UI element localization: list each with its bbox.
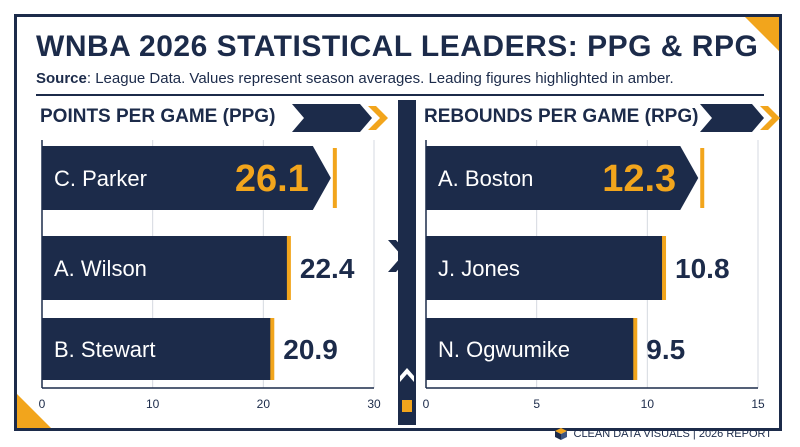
ppg-category-label: A. Wilson xyxy=(54,256,147,281)
rpg-category-label: J. Jones xyxy=(438,256,520,281)
rpg-bar-accent xyxy=(633,318,638,380)
page-subtitle: Source: League Data. Values represent se… xyxy=(36,70,674,87)
ppg-bar-accent xyxy=(286,236,291,300)
rpg-tick-label: 15 xyxy=(751,397,765,411)
rpg-bar-accent xyxy=(662,236,667,300)
ppg-category-label: B. Stewart xyxy=(54,337,155,362)
ppg-tick-label: 20 xyxy=(257,397,271,411)
ppg-tick-label: 0 xyxy=(39,397,46,411)
ppg-bar-accent xyxy=(332,148,337,208)
rpg-category-label: A. Boston xyxy=(438,166,533,191)
ppg-header-chevrons-icon xyxy=(292,104,388,132)
ppg-value-label: 22.4 xyxy=(300,253,355,284)
ppg-bar xyxy=(42,236,290,300)
source-label: Source xyxy=(36,70,87,87)
ppg-tick-label: 30 xyxy=(367,397,381,411)
ppg-tick-label: 10 xyxy=(146,397,160,411)
ppg-value-label: 26.1 xyxy=(235,158,309,200)
source-text: : League Data. Values represent season a… xyxy=(86,70,674,87)
rpg-bar xyxy=(426,146,699,210)
rpg-tick-label: 10 xyxy=(641,397,655,411)
rpg-value-label: 12.3 xyxy=(602,158,676,200)
ppg-value-label: 20.9 xyxy=(283,334,338,365)
rpg-bar xyxy=(426,318,637,380)
ppg-category-label: C. Parker xyxy=(54,166,147,191)
cube-logo-icon xyxy=(554,428,567,440)
rpg-panel-title: REBOUNDS PER GAME (RPG) xyxy=(424,106,699,127)
rpg-bar xyxy=(426,236,666,300)
rpg-bar-accent xyxy=(700,148,705,208)
corner-accent-bottom-left xyxy=(17,394,51,428)
divider-chevron-icon xyxy=(388,240,414,412)
rpg-chart: 0 5 10 15 A. Boston 12.3 J. Jones 10.8 N. Ogwumi… xyxy=(423,140,765,411)
rpg-tick-label: 5 xyxy=(533,397,540,411)
ppg-chart: 0 10 20 30 C. Parker 26.1 A. Wilson 22.4 B. Stew… xyxy=(39,140,381,411)
ppg-bar xyxy=(42,318,274,380)
rpg-value-label: 9.5 xyxy=(646,334,685,365)
rpg-category-label: N. Ogwumike xyxy=(438,337,570,362)
footer-text: CLEAN DATA VISUALS | 2026 REPORT xyxy=(573,428,773,440)
ppg-panel-title: POINTS PER GAME (PPG) xyxy=(40,106,276,127)
page-title: WNBA 2026 STATISTICAL LEADERS: PPG & RPG xyxy=(36,30,759,63)
ppg-bar xyxy=(42,146,331,210)
rpg-tick-label: 0 xyxy=(423,397,430,411)
ppg-bar-accent xyxy=(270,318,275,380)
center-divider xyxy=(398,100,416,425)
corner-accent-top-right xyxy=(745,17,779,51)
title-divider-line xyxy=(36,94,764,96)
footer: CLEAN DATA VISUALS | 2026 REPORT xyxy=(554,427,773,441)
rpg-value-label: 10.8 xyxy=(675,253,730,284)
rpg-header-chevrons-icon xyxy=(700,104,780,132)
